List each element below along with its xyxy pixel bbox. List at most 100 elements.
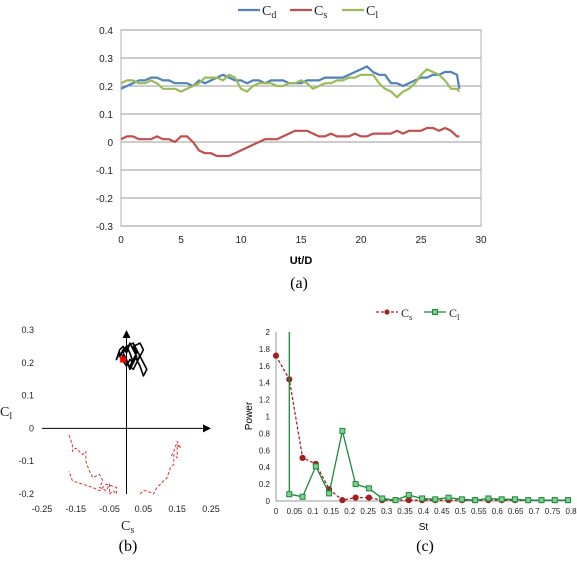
panel-a-series-Cs-line	[120, 126, 460, 158]
panel-a-y-tick-label: -0.1	[96, 166, 114, 177]
panel-c-point-Cl	[525, 497, 532, 504]
panel-b-y-tick-label: 0.1	[21, 391, 34, 401]
panel-c-x-tick-label: 0.25	[360, 507, 376, 516]
panel-c-x-tick-label: 0.3	[381, 507, 393, 516]
panel-c-x-tick-label: 0.05	[287, 507, 303, 516]
panel-a-ticks: -0.3 -0.2 -0.1 0 0.1 0.2 0.3 0.4 0 5 10 15 20 25 30	[96, 26, 487, 246]
panel-c-point-Cl	[352, 481, 359, 488]
panel-b-axes	[42, 330, 211, 494]
panel-c-series	[272, 332, 572, 504]
panel-c-x-tick-label: 0.2	[344, 507, 356, 516]
panel-c-x-tick-label: 0.7	[529, 507, 541, 516]
panel-a-x-tick-label: 10	[235, 235, 247, 246]
panel-a-x-tick-label: 20	[355, 235, 367, 246]
panel-a-x-tick-label: 0	[118, 235, 124, 246]
panel-c-x-tick-label: 0.1	[307, 507, 319, 516]
panel-c-x-tick-label: 0.55	[471, 507, 487, 516]
panel-c-y-tick-label: 0.4	[259, 463, 271, 472]
panel-b-trajectory-dashed	[68, 434, 182, 495]
panel-a-legend-label-Cd: Cd	[262, 4, 276, 21]
panel-a-series-Cl-line	[120, 68, 461, 99]
panel-a-y-tick-label: -0.2	[96, 194, 114, 205]
panel-c-point-Cl	[419, 495, 426, 502]
panel-c-point-Cl	[551, 497, 558, 504]
panel-c-x-tick-label: 0.45	[434, 507, 450, 516]
panel-b-x-tick-label: -0.05	[99, 504, 120, 514]
panel-c-point-Cs	[339, 497, 346, 504]
panel-c-legend-label-Cl-base: C	[449, 306, 457, 320]
panel-b-x-tick-label: -0.15	[66, 504, 87, 514]
panel-a-legend-label-Cl-sub: l	[375, 10, 378, 21]
panel-c-x-tick-label: 0.15	[324, 507, 340, 516]
panel-c-point-Cl	[432, 496, 439, 503]
panel-c-point-Cl	[538, 497, 545, 504]
panel-c-x-tick-label: 0.8	[565, 507, 577, 516]
panel-c-x-tick-label: 0.75	[545, 507, 561, 516]
panel-a-x-tick-label: 30	[475, 235, 487, 246]
panel-b-x-axis-label-base: C	[121, 519, 130, 534]
panel-a-series	[120, 65, 461, 158]
panel-c-y-tick-label: 0.6	[259, 446, 271, 455]
panel-c-y-tick-label: 1	[266, 413, 271, 422]
panel-c-point-Cl	[511, 496, 518, 503]
panel-a-y-tick-label: 0.4	[99, 26, 113, 37]
caption-c: (c)	[416, 538, 434, 555]
panel-c-point-Cl	[365, 485, 372, 492]
panel-c-y-tick-label: 1.2	[259, 396, 271, 405]
panel-b-y-tick-label: -0.2	[18, 489, 34, 499]
panel-a-y-tick-label: 0	[107, 138, 113, 149]
panel-c-point-Cl	[312, 463, 319, 470]
panel-a-gridlines	[120, 29, 482, 227]
caption-b: (b)	[119, 538, 138, 555]
panel-c-y-axis-label: Power	[244, 401, 255, 430]
panel-c-point-Cl	[498, 496, 505, 503]
panel-c-point-Cl	[339, 427, 346, 434]
panel-c-legend-label-Cs: Cs	[401, 306, 413, 322]
panel-c-legend-label-Cs-sub: s	[409, 312, 413, 322]
panel-c-y-tick-label: 0	[266, 497, 271, 506]
panel-b-series	[68, 342, 182, 495]
panel-c-point-Cs	[299, 454, 306, 462]
panel-c-x-tick-label: 0	[274, 507, 279, 516]
panel-b-x-tick-label: 0.05	[135, 504, 153, 514]
panel-a-x-tick-label: 25	[415, 235, 427, 246]
panel-c-point-Cs	[365, 494, 373, 501]
panel-a-legend-label-Cs-sub: s	[323, 10, 327, 21]
panel-b-y-tick-label: 0.3	[21, 325, 34, 335]
panel-b-y-axis-label-base: C	[0, 405, 9, 420]
panel-a-x-tick-label: 15	[295, 235, 307, 246]
panel-a-legend-label-Cs: Cs	[314, 4, 327, 21]
panel-c-point-Cl	[445, 494, 452, 501]
panel-a-series-Cd-line	[120, 65, 461, 90]
panel-a-chart: -0.3 -0.2 -0.1 0 0.1 0.2 0.3 0.4 0 5 10 15 20 25 30 Cd…	[96, 4, 487, 267]
panel-a-y-tick-label: -0.3	[96, 222, 114, 233]
panel-b-x-tick-label: 0.15	[168, 504, 186, 514]
panel-b-ticks: -0.2 -0.1 0 0.1 0.2 0.3 -0.25 -0.15 -0.05 0.05 0.1…	[18, 325, 219, 514]
panel-c-legend-label-Cs-base: C	[401, 306, 409, 320]
panel-c-point-Cl	[472, 497, 479, 504]
panel-c-legend-label-Cl: Cl	[449, 306, 460, 322]
panel-a-legend: Cd Cs Cl	[238, 4, 378, 21]
panel-c-legend-label-Cl-sub: l	[457, 312, 460, 322]
panel-c-legend-marker-Cl	[432, 309, 438, 315]
panel-c-x-tick-label: 0.35	[397, 507, 413, 516]
panel-c-x-axis-label: St	[419, 522, 429, 533]
panel-c-point-Cl	[565, 497, 572, 504]
panel-c-point-Cl	[405, 492, 412, 499]
panel-b-x-axis-label-sub: s	[130, 525, 134, 536]
panel-c-point-Cs	[352, 494, 359, 501]
panel-c-x-tick-label: 0.65	[508, 507, 524, 516]
panel-a-legend-label-Cd-sub: d	[271, 10, 276, 21]
panel-b-y-axis-label-sub: l	[9, 411, 12, 422]
panel-c-y-tick-label: 1.8	[259, 345, 271, 354]
panel-c-point-Cl	[326, 490, 333, 497]
panel-b-x-tick-label: -0.25	[32, 504, 53, 514]
panel-b-x-axis-arrow	[203, 424, 211, 433]
panel-a-y-tick-label: 0.1	[99, 110, 113, 121]
panel-c-point-Cl	[379, 495, 386, 502]
panel-a-legend-label-Cl: Cl	[366, 4, 378, 21]
panel-b-x-axis-label: Cs	[121, 519, 134, 536]
panel-c-point-Cs	[272, 352, 280, 359]
panel-a-x-axis-label: Ut/D	[290, 255, 313, 267]
